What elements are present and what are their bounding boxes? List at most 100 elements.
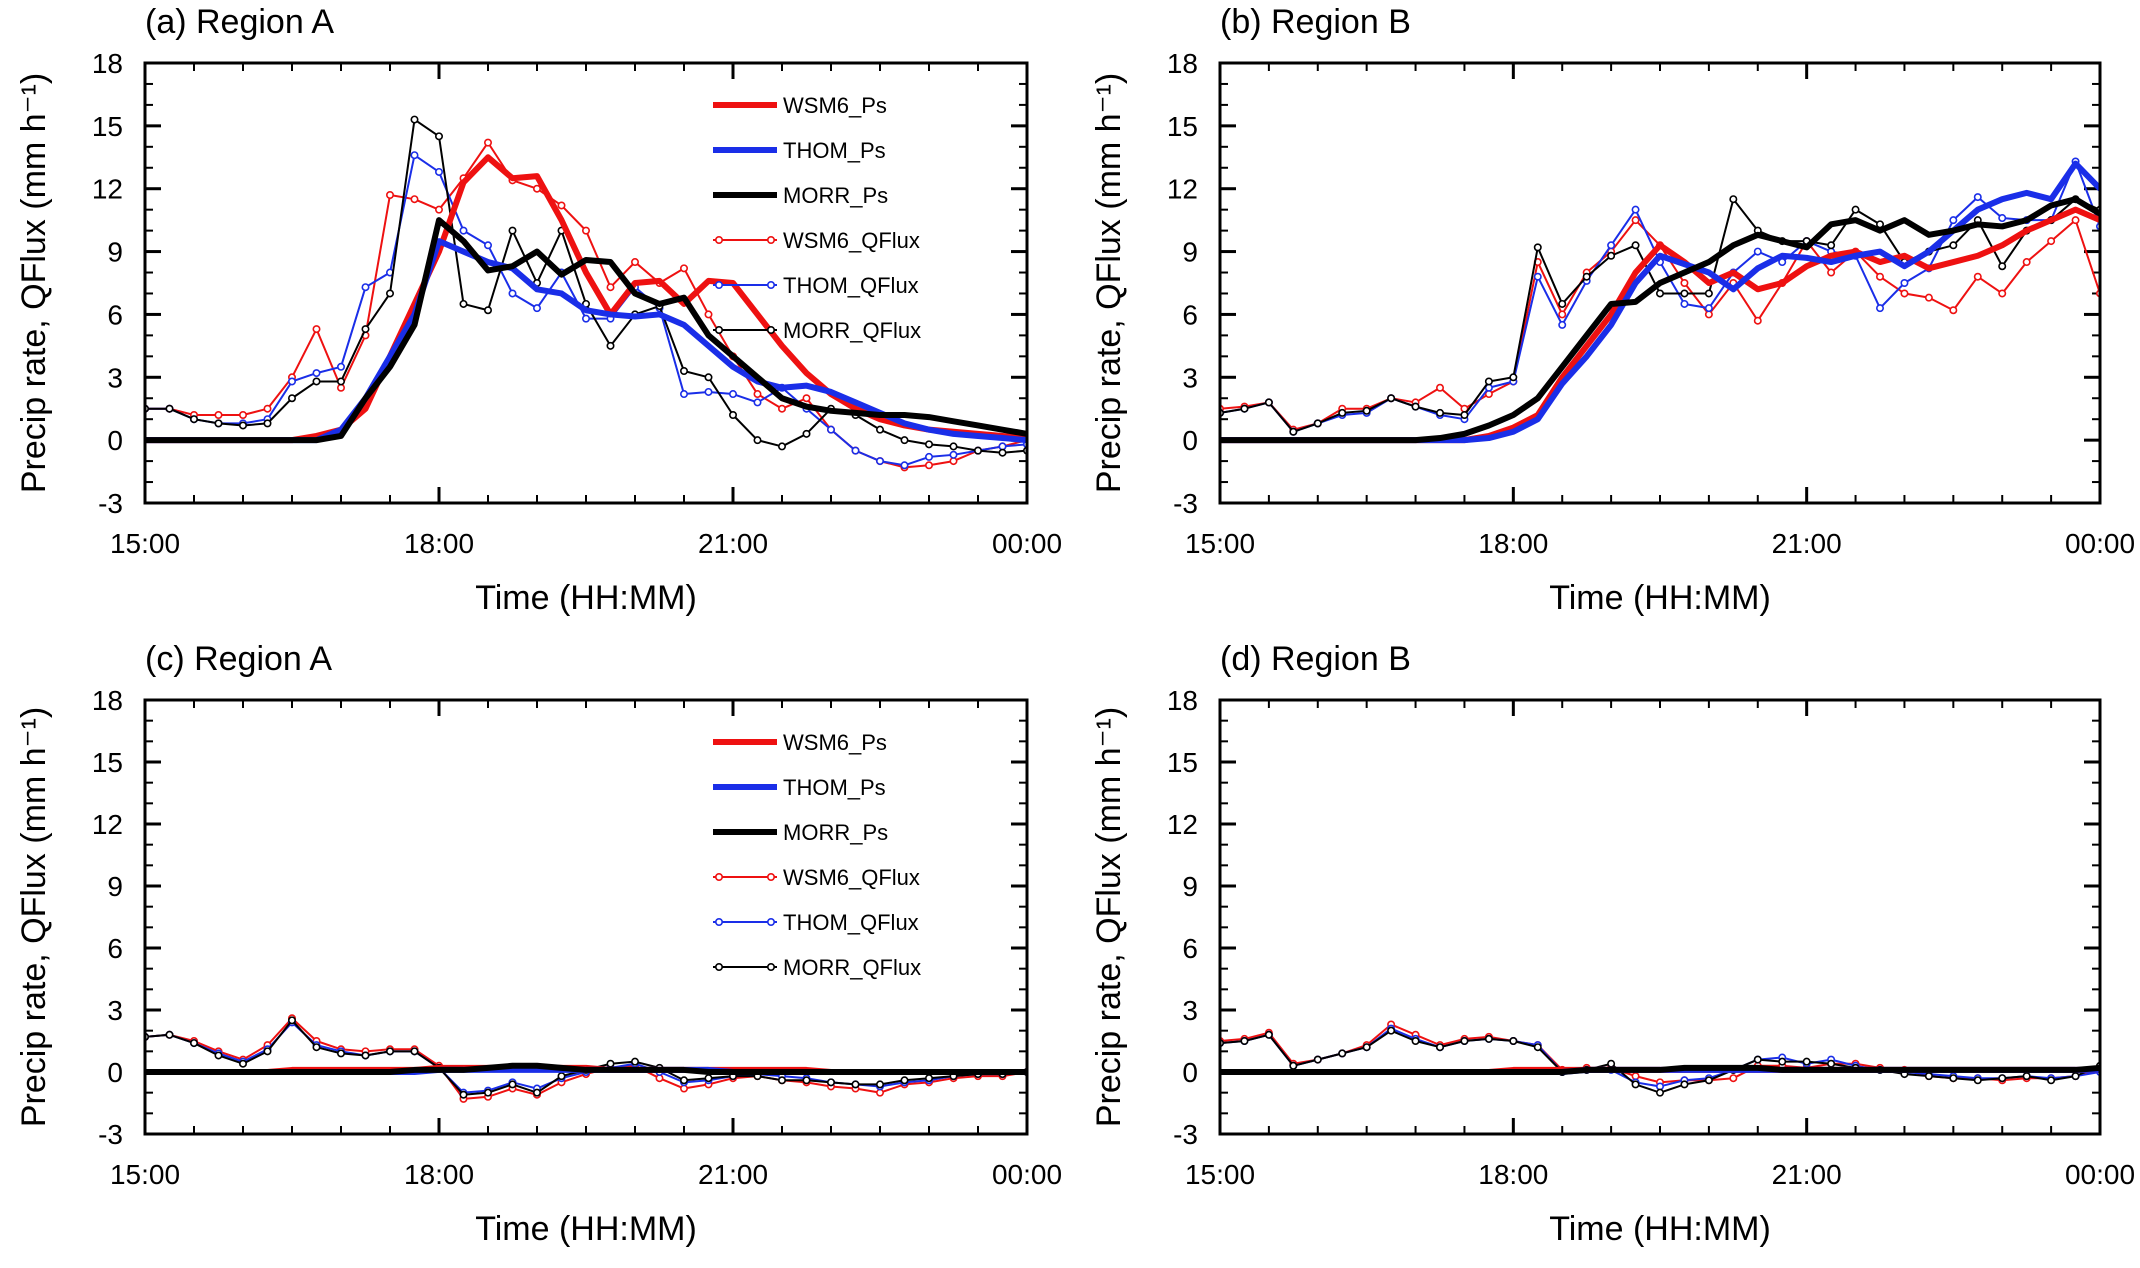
data-point xyxy=(1509,1037,1518,1046)
data-point xyxy=(1411,402,1420,411)
y-tick-label: -3 xyxy=(98,488,123,519)
data-point xyxy=(1753,247,1762,256)
x-tick-label: 18:00 xyxy=(1478,528,1548,559)
y-tick-label: 0 xyxy=(1182,425,1198,456)
y-tick-label: 15 xyxy=(92,747,123,778)
data-point xyxy=(1387,1026,1396,1035)
data-point xyxy=(1411,1037,1420,1046)
data-point xyxy=(1533,272,1542,281)
series-line-wsm6-qflux xyxy=(1220,219,2100,431)
data-point xyxy=(973,446,982,455)
data-point xyxy=(679,390,688,399)
y-tick-label: 12 xyxy=(92,809,123,840)
x-axis-label: Time (HH:MM) xyxy=(1549,1210,1771,1248)
data-point xyxy=(1900,278,1909,287)
data-point xyxy=(728,410,737,419)
panel-a: (a) Region A 15:00 18:00 21:00 00:00 -3 0 3 6 9 12… xyxy=(15,3,1062,617)
data-point xyxy=(875,457,884,466)
data-point xyxy=(1533,1043,1542,1052)
data-point xyxy=(949,442,958,451)
data-point xyxy=(777,1076,786,1085)
plot-frame xyxy=(1218,698,2102,1136)
y-tick-label: 18 xyxy=(1167,48,1198,79)
x-tick-label: 18:00 xyxy=(404,1159,474,1190)
panel-b: (b) Region B 15:00 18:00 21:00 00:00 -3 0 3 6 9 12… xyxy=(1090,3,2135,617)
y-tick-label: 18 xyxy=(92,48,123,79)
data-point xyxy=(1484,1034,1493,1043)
data-point xyxy=(1949,241,1958,250)
data-point xyxy=(483,1088,492,1097)
y-tick-label: 6 xyxy=(1182,933,1198,964)
data-point xyxy=(434,205,443,214)
y-tick-label: 9 xyxy=(1182,871,1198,902)
y-tick-label: 6 xyxy=(107,933,123,964)
data-point xyxy=(1436,408,1445,417)
data-point xyxy=(312,377,321,386)
data-point xyxy=(557,201,566,210)
panel-d: (d) Region B 15:00 18:00 21:00 00:00 -3 0 3 6 9 12… xyxy=(1090,640,2135,1248)
data-point xyxy=(312,325,321,334)
data-point xyxy=(1631,216,1640,225)
data-point xyxy=(1973,1076,1982,1085)
legend-item: THOM_QFlux xyxy=(713,273,919,298)
data-point xyxy=(606,1059,615,1068)
data-point xyxy=(1338,408,1347,417)
data-point xyxy=(1656,289,1665,298)
data-point xyxy=(385,289,394,298)
data-point xyxy=(1631,241,1640,250)
data-point xyxy=(1509,373,1518,382)
data-point xyxy=(826,425,835,434)
data-point xyxy=(459,226,468,235)
y-tick-label: -3 xyxy=(1173,1119,1198,1150)
data-point xyxy=(704,373,713,382)
data-point xyxy=(998,442,1007,451)
legend-marker xyxy=(714,280,723,289)
x-axis-label: Time (HH:MM) xyxy=(475,1210,697,1248)
legend-marker xyxy=(714,236,723,245)
data-point xyxy=(532,1088,541,1097)
legend-label: THOM_Ps xyxy=(783,138,886,163)
data-point xyxy=(1362,1043,1371,1052)
data-point xyxy=(459,299,468,308)
data-point xyxy=(1362,406,1371,415)
data-point xyxy=(2022,1072,2031,1081)
data-point xyxy=(630,1057,639,1066)
y-tick-label: 18 xyxy=(92,685,123,716)
y-tick-label: 3 xyxy=(107,995,123,1026)
data-point xyxy=(924,461,933,470)
series-line-morr-ps xyxy=(145,217,1027,444)
data-point xyxy=(312,1043,321,1052)
data-point xyxy=(336,362,345,371)
legend-label: WSM6_QFlux xyxy=(783,865,920,890)
series-line-morr-ps xyxy=(1220,1064,2100,1075)
y-tick-label: 12 xyxy=(92,174,123,205)
data-point xyxy=(385,1047,394,1056)
data-point xyxy=(900,461,909,470)
data-point xyxy=(1729,195,1738,204)
data-point xyxy=(1876,272,1885,281)
data-point xyxy=(434,132,443,141)
y-tick-label: 15 xyxy=(1167,747,1198,778)
data-point xyxy=(459,1090,468,1099)
data-point xyxy=(2071,216,2080,225)
data-point xyxy=(1680,289,1689,298)
series-line-morr-ps xyxy=(1220,196,2100,444)
data-point xyxy=(214,410,223,419)
legend-item: WSM6_QFlux xyxy=(713,228,920,253)
data-point xyxy=(214,1051,223,1060)
series-line-morr-qflux xyxy=(1220,198,2100,433)
data-point xyxy=(1753,316,1762,325)
y-tick-label: 15 xyxy=(1167,111,1198,142)
y-tick-label: 12 xyxy=(1167,809,1198,840)
data-point xyxy=(2071,1072,2080,1081)
data-point xyxy=(704,387,713,396)
legend-item: MORR_QFlux xyxy=(713,955,921,980)
data-point xyxy=(1949,306,1958,315)
data-point xyxy=(287,1016,296,1025)
legend-label: MORR_QFlux xyxy=(783,955,921,980)
data-point xyxy=(753,436,762,445)
data-point xyxy=(1704,1076,1713,1085)
data-point xyxy=(704,310,713,319)
data-point xyxy=(410,151,419,160)
